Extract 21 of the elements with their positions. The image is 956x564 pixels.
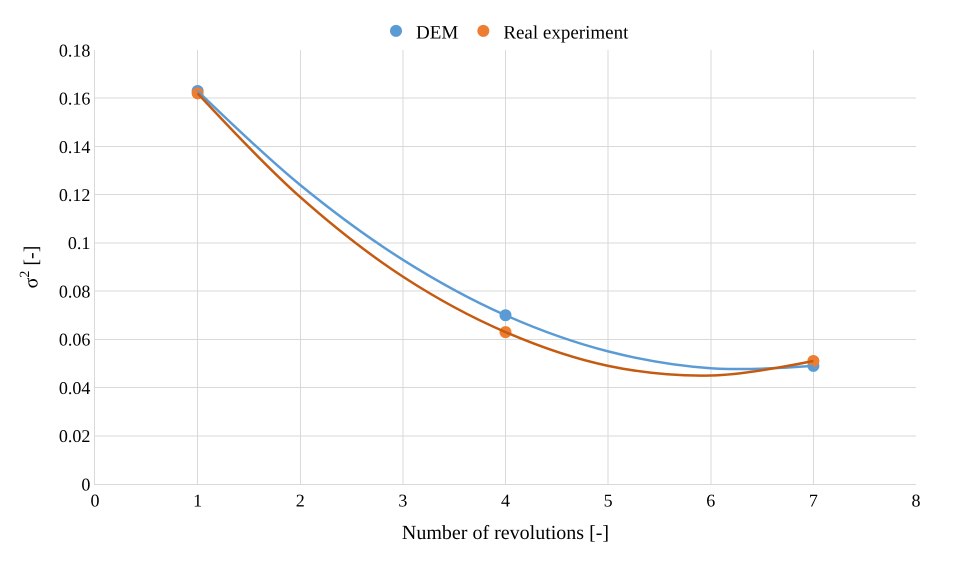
y-tick-label: 0.06 <box>58 330 90 350</box>
legend-label: DEM <box>416 22 458 44</box>
x-tick-label: 7 <box>808 490 818 511</box>
y-tick-label: 0 <box>81 474 90 494</box>
x-tick-label: 2 <box>296 490 305 511</box>
x-tick-label: 4 <box>501 490 510 511</box>
y-tick-label: 0.1 <box>68 233 90 254</box>
y-tick-label: 0.04 <box>58 378 90 398</box>
x-tick-label: 3 <box>398 490 408 511</box>
y-tick-label: 0.08 <box>58 281 90 302</box>
x-tick-label: 8 <box>912 490 920 511</box>
x-tick-label: 5 <box>604 490 613 511</box>
x-tick-label: 6 <box>706 490 716 511</box>
y-tick-label: 0.16 <box>58 88 90 109</box>
y-tick-label: 0.14 <box>58 136 90 157</box>
y-tick-label: 0.12 <box>58 184 90 205</box>
y-tick-label: 0.18 <box>58 40 90 60</box>
y-tick-label: 0.02 <box>58 426 90 446</box>
legend-label: Real experiment <box>503 22 630 44</box>
x-tick-label: 1 <box>193 490 202 511</box>
x-axis-title: Number of revolutions [-] <box>402 522 610 544</box>
